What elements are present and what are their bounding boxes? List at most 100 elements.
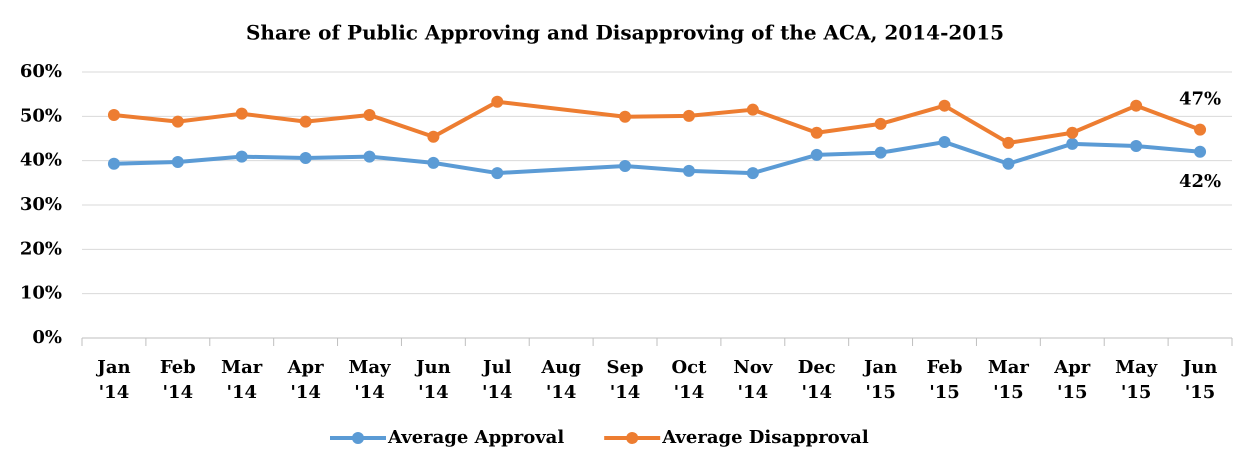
point xyxy=(746,103,759,116)
x-tick-label-line: Jun xyxy=(1181,357,1218,378)
x-tick-label-line: Mar xyxy=(988,357,1030,378)
point xyxy=(874,117,887,130)
x-tick-label: May '15 xyxy=(1115,357,1158,403)
legend-marker xyxy=(352,432,364,444)
y-tick-label: 20% xyxy=(20,238,62,259)
point xyxy=(491,95,504,108)
point xyxy=(1002,136,1015,149)
x-tick-label-line: '15 xyxy=(865,382,896,403)
point xyxy=(363,150,376,163)
data-label: 42% xyxy=(1179,171,1221,192)
x-tick-label-line: '14 xyxy=(226,382,257,403)
x-tick-label-line: Aug xyxy=(540,357,581,378)
x-tick-label: Mar '14 xyxy=(221,357,263,403)
x-tick-label-line: '14 xyxy=(482,382,513,403)
x-tick-label-line: Mar xyxy=(221,357,263,378)
x-tick-label-line: '14 xyxy=(674,382,705,403)
x-tick-label: Jun '15 xyxy=(1181,357,1218,403)
point xyxy=(619,110,632,123)
y-tick-label: 0% xyxy=(32,327,62,348)
x-tick-label-line: '14 xyxy=(99,382,130,403)
series-line xyxy=(625,103,1201,145)
x-tick-label: Feb '14 xyxy=(160,357,196,403)
x-tick-label-line: Dec xyxy=(798,357,836,378)
x-tick-label-line: '14 xyxy=(290,382,321,403)
x-tick-label: Nov '14 xyxy=(733,357,772,403)
y-tick-label: 50% xyxy=(20,105,62,126)
point xyxy=(1002,157,1015,170)
x-tick-label-line: Feb xyxy=(927,357,963,378)
x-tick-label: Mar '15 xyxy=(988,357,1030,403)
y-tick-label: 60% xyxy=(20,61,62,82)
point xyxy=(107,109,120,122)
point xyxy=(682,109,695,122)
point xyxy=(235,150,248,163)
x-tick-label-line: '15 xyxy=(1057,382,1088,403)
point xyxy=(810,126,823,139)
point xyxy=(1066,137,1079,150)
x-tick-label-line: '14 xyxy=(546,382,577,403)
point xyxy=(427,130,440,143)
point xyxy=(235,107,248,120)
x-tick-label: Apr '14 xyxy=(287,357,325,403)
x-tick-label-line: Sep xyxy=(607,357,644,378)
point xyxy=(107,157,120,170)
gap-connector xyxy=(497,163,626,176)
x-tick-label-line: '15 xyxy=(1121,382,1152,403)
x-tick-label-line: Oct xyxy=(671,357,707,378)
x-tick-label: Dec '14 xyxy=(798,357,836,403)
x-tick-label-line: Jul xyxy=(481,357,512,378)
point xyxy=(1194,145,1207,158)
legend-label: Average Disapproval xyxy=(661,427,869,448)
point xyxy=(810,148,823,161)
x-tick-label-line: '15 xyxy=(929,382,960,403)
x-tick-label: Oct '14 xyxy=(671,357,707,403)
point xyxy=(171,155,184,168)
x-tick-label: Aug '14 xyxy=(540,357,581,403)
x-tick-label-line: '15 xyxy=(1185,382,1216,403)
x-tick-label-line: Apr xyxy=(287,357,325,378)
point xyxy=(1130,140,1143,153)
x-tick-label-line: Nov xyxy=(733,357,772,378)
point xyxy=(746,167,759,180)
point xyxy=(874,146,887,159)
point xyxy=(619,159,632,172)
x-tick-label-line: '14 xyxy=(738,382,769,403)
point xyxy=(427,156,440,169)
x-tick-label-line: Jun xyxy=(414,357,451,378)
y-tick-label: 10% xyxy=(20,283,62,304)
chart-title: Share of Public Approving and Disapprovi… xyxy=(246,21,1004,45)
x-tick-label: Jan '15 xyxy=(862,357,897,403)
point xyxy=(1066,126,1079,139)
point xyxy=(299,115,312,128)
point xyxy=(938,136,951,149)
x-tick-label: Jun '14 xyxy=(414,357,451,403)
point xyxy=(363,109,376,122)
y-tick-label: 40% xyxy=(20,150,62,171)
x-tick-label-line: '14 xyxy=(354,382,385,403)
legend-marker xyxy=(626,432,639,444)
legend-label: Average Approval xyxy=(387,427,564,448)
x-tick-label: Sep '14 xyxy=(607,357,644,403)
x-tick-label: Apr '15 xyxy=(1053,357,1091,403)
x-tick-label-line: Feb xyxy=(160,357,196,378)
x-tick-label-line: Jan xyxy=(862,357,897,378)
y-tick-label: 30% xyxy=(20,194,62,215)
x-tick-label-line: '14 xyxy=(163,382,194,403)
x-tick-label: Feb '15 xyxy=(927,357,963,403)
x-tick-label-line: Jan xyxy=(95,357,130,378)
x-tick-label-line: Apr xyxy=(1053,357,1091,378)
data-label: 47% xyxy=(1179,89,1221,110)
series-line xyxy=(624,140,1201,176)
x-tick-label-line: '14 xyxy=(610,382,641,403)
point xyxy=(171,115,184,128)
point xyxy=(491,167,504,180)
point xyxy=(938,99,951,112)
point xyxy=(299,152,312,165)
x-tick-label-line: May xyxy=(1115,357,1158,378)
x-tick-label-line: '14 xyxy=(801,382,832,403)
x-tick-label: Jan '14 xyxy=(95,357,130,403)
x-tick-label: Jul '14 xyxy=(481,357,513,403)
gap-connector xyxy=(497,99,626,119)
